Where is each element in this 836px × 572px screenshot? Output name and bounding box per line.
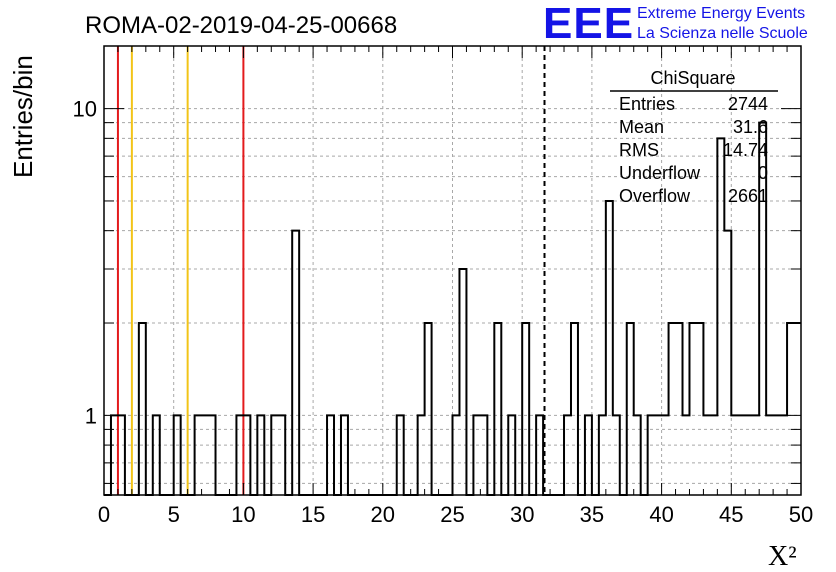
stats-rms-label: RMS — [619, 140, 659, 160]
y-tick-labels: 1 10 — [73, 97, 97, 429]
x-tick-labels: 0 5 10 15 20 25 30 35 40 45 50 — [98, 502, 813, 527]
stats-box: ChiSquare Entries 2744 Mean 31.6 RMS 14.… — [610, 68, 778, 206]
chart-title: ROMA-02-2019-04-25-00668 — [85, 12, 397, 39]
axis-ticks — [103, 46, 802, 495]
x-tick-label: 25 — [440, 502, 464, 527]
x-tick-label: 15 — [301, 502, 325, 527]
stats-entries-label: Entries — [619, 94, 675, 114]
x-tick-label: 45 — [719, 502, 743, 527]
logo-line-1: Extreme Energy Events — [637, 5, 806, 22]
y-tick-label: 10 — [73, 97, 97, 122]
x-tick-label: 35 — [580, 502, 604, 527]
x-tick-label: 40 — [649, 502, 673, 527]
x-tick-label: 10 — [231, 502, 255, 527]
stats-overflow-value: 2661 — [728, 186, 768, 206]
x-tick-label: 20 — [371, 502, 395, 527]
x-tick-label: 50 — [789, 502, 813, 527]
reference-lines — [116, 46, 546, 495]
stats-mean-value: 31.6 — [733, 117, 768, 137]
stats-rms-value: 14.74 — [723, 140, 768, 160]
x-tick-label: 0 — [98, 502, 110, 527]
logo-line-2: La Scienza nelle Scuole — [637, 25, 808, 42]
stats-entries-value: 2744 — [728, 94, 768, 114]
stats-mean-label: Mean — [619, 117, 664, 137]
stats-title: ChiSquare — [650, 68, 735, 88]
y-tick-label: 1 — [85, 403, 97, 428]
x-tick-label: 30 — [510, 502, 534, 527]
x-tick-label: 5 — [168, 502, 180, 527]
stats-overflow-label: Overflow — [619, 186, 691, 206]
stats-underflow-label: Underflow — [619, 163, 701, 183]
y-axis-label: Entries/bin — [8, 55, 38, 178]
x-axis-label: X² — [768, 541, 797, 572]
stats-underflow-value: 0 — [758, 163, 768, 183]
eee-logo: EEE — [543, 0, 635, 48]
